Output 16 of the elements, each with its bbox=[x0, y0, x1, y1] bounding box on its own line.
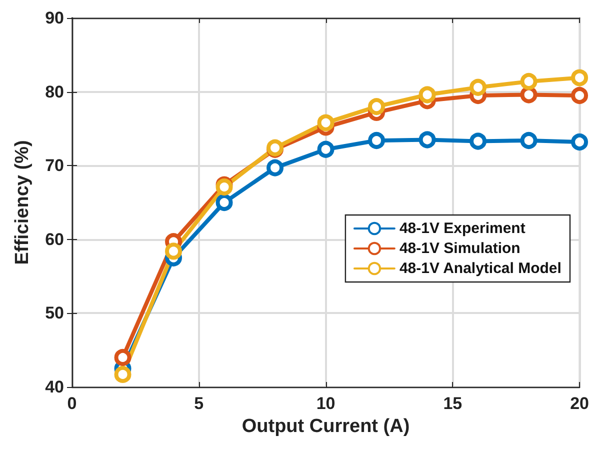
y-tick-label: 80 bbox=[45, 82, 64, 102]
legend-label: 48-1V Experiment bbox=[399, 220, 526, 237]
legend-label: 48-1V Simulation bbox=[399, 240, 520, 257]
x-tick-label: 10 bbox=[316, 394, 336, 413]
x-tick-label: 5 bbox=[194, 394, 204, 413]
y-tick-label: 90 bbox=[45, 8, 64, 28]
y-tick-label: 50 bbox=[45, 304, 64, 323]
y-axis-title: Efficiency (%) bbox=[12, 140, 33, 265]
y-tick-label: 40 bbox=[45, 378, 64, 396]
x-tick-label: 15 bbox=[443, 394, 462, 413]
y-tick-label: 70 bbox=[45, 156, 64, 176]
legend-label: 48-1V Analytical Model bbox=[399, 260, 562, 277]
x-tick-label: 20 bbox=[570, 394, 590, 413]
y-tick-label: 60 bbox=[45, 230, 64, 249]
x-tick-label: 0 bbox=[67, 394, 77, 413]
x-axis-title: Output Current (A) bbox=[242, 416, 410, 437]
